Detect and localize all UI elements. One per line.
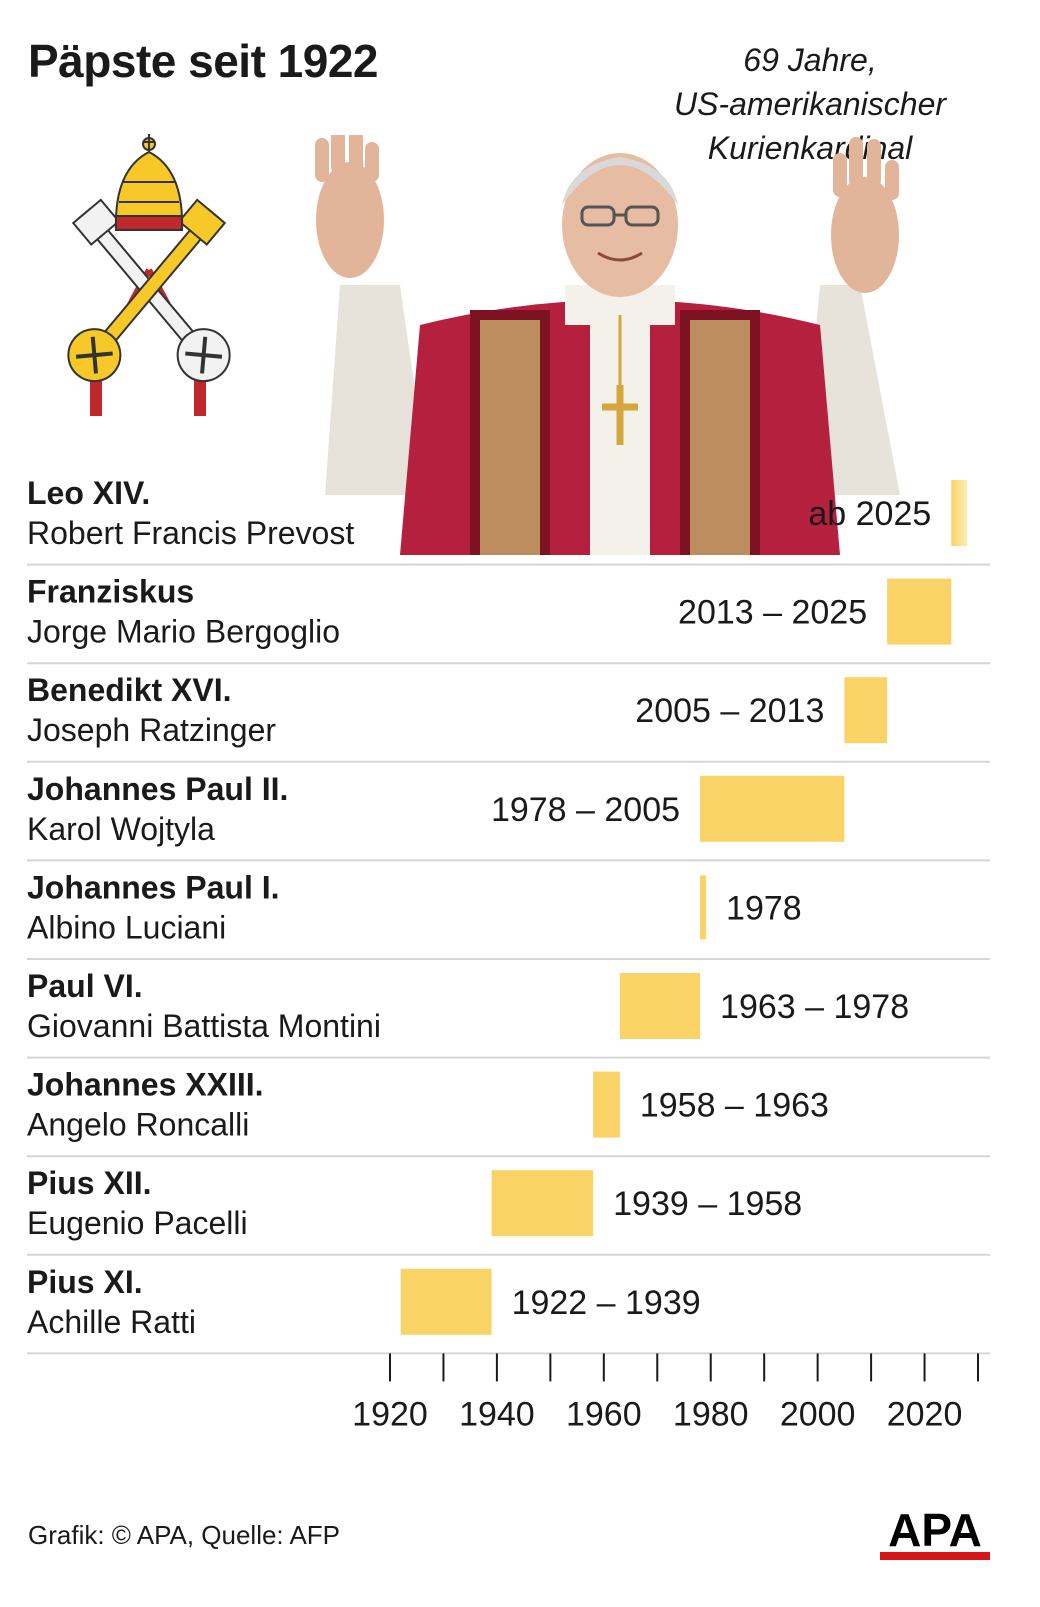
reign-range-label: ab 2025 — [808, 495, 931, 533]
pope-name: Paul VI. — [27, 968, 143, 1004]
reign-range-label: 2013 – 2025 — [678, 594, 867, 632]
reign-bar — [951, 480, 968, 546]
apa-logo: APA — [880, 1504, 990, 1560]
papal-keys-emblem-icon — [67, 134, 231, 416]
reign-range-label: 2005 – 2013 — [635, 692, 824, 730]
reign-bar — [593, 1071, 620, 1138]
pope-name: Johannes XXIII. — [27, 1067, 264, 1103]
chart-title: Päpste seit 1922 — [28, 35, 379, 87]
source-credit: Grafik: © APA, Quelle: AFP — [28, 1520, 341, 1550]
axis-tick-label: 1980 — [673, 1395, 749, 1433]
pope-civil-name: Angelo Roncalli — [27, 1107, 249, 1143]
reign-range-label: 1939 – 1958 — [613, 1185, 802, 1223]
reign-range-label: 1978 – 2005 — [491, 791, 680, 829]
pope-civil-name: Eugenio Pacelli — [27, 1205, 248, 1241]
reign-bar — [619, 973, 701, 1039]
photo-caption: 69 Jahre, US-amerikanischer Kurienkardin… — [640, 38, 980, 170]
pope-civil-name: Joseph Ratzinger — [27, 712, 276, 748]
pope-name: Leo XIV. — [27, 475, 150, 511]
axis-tick-label: 1960 — [566, 1395, 642, 1433]
pope-civil-name: Albino Luciani — [27, 909, 226, 945]
apa-logo-text: APA — [888, 1504, 982, 1556]
pope-civil-name: Jorge Mario Bergoglio — [27, 614, 340, 650]
axis-tick-label: 1920 — [352, 1395, 428, 1433]
reign-bar — [700, 775, 845, 842]
reign-bar — [887, 578, 952, 645]
reign-bar — [844, 677, 888, 744]
caption-line: US-amerikanischer — [673, 86, 947, 122]
pope-name: Benedikt XVI. — [27, 672, 232, 708]
reign-range-label: 1978 — [726, 889, 802, 927]
axis-tick-label: 1940 — [459, 1395, 535, 1433]
pope-photo — [315, 135, 900, 555]
axis-tick-label: 2000 — [780, 1395, 856, 1433]
pope-civil-name: Giovanni Battista Montini — [27, 1008, 381, 1044]
reign-bar — [700, 875, 707, 940]
pope-civil-name: Karol Wojtyla — [27, 811, 215, 847]
pope-civil-name: Robert Francis Prevost — [27, 515, 354, 551]
caption-line: 69 Jahre, — [743, 42, 877, 78]
pope-name: Johannes Paul I. — [27, 869, 280, 905]
pope-name: Pius XI. — [27, 1264, 143, 1300]
pope-name: Johannes Paul II. — [27, 771, 288, 807]
pope-civil-name: Achille Ratti — [27, 1304, 196, 1340]
axis-tick-label: 2020 — [887, 1395, 963, 1433]
reign-range-label: 1958 – 1963 — [640, 1087, 829, 1125]
pope-name: Franziskus — [27, 574, 194, 610]
pope-name: Pius XII. — [27, 1165, 151, 1201]
reign-range-label: 1922 – 1939 — [512, 1284, 701, 1322]
reign-bar — [400, 1268, 492, 1335]
reign-bar — [491, 1170, 594, 1237]
reign-range-label: 1963 – 1978 — [720, 988, 909, 1026]
